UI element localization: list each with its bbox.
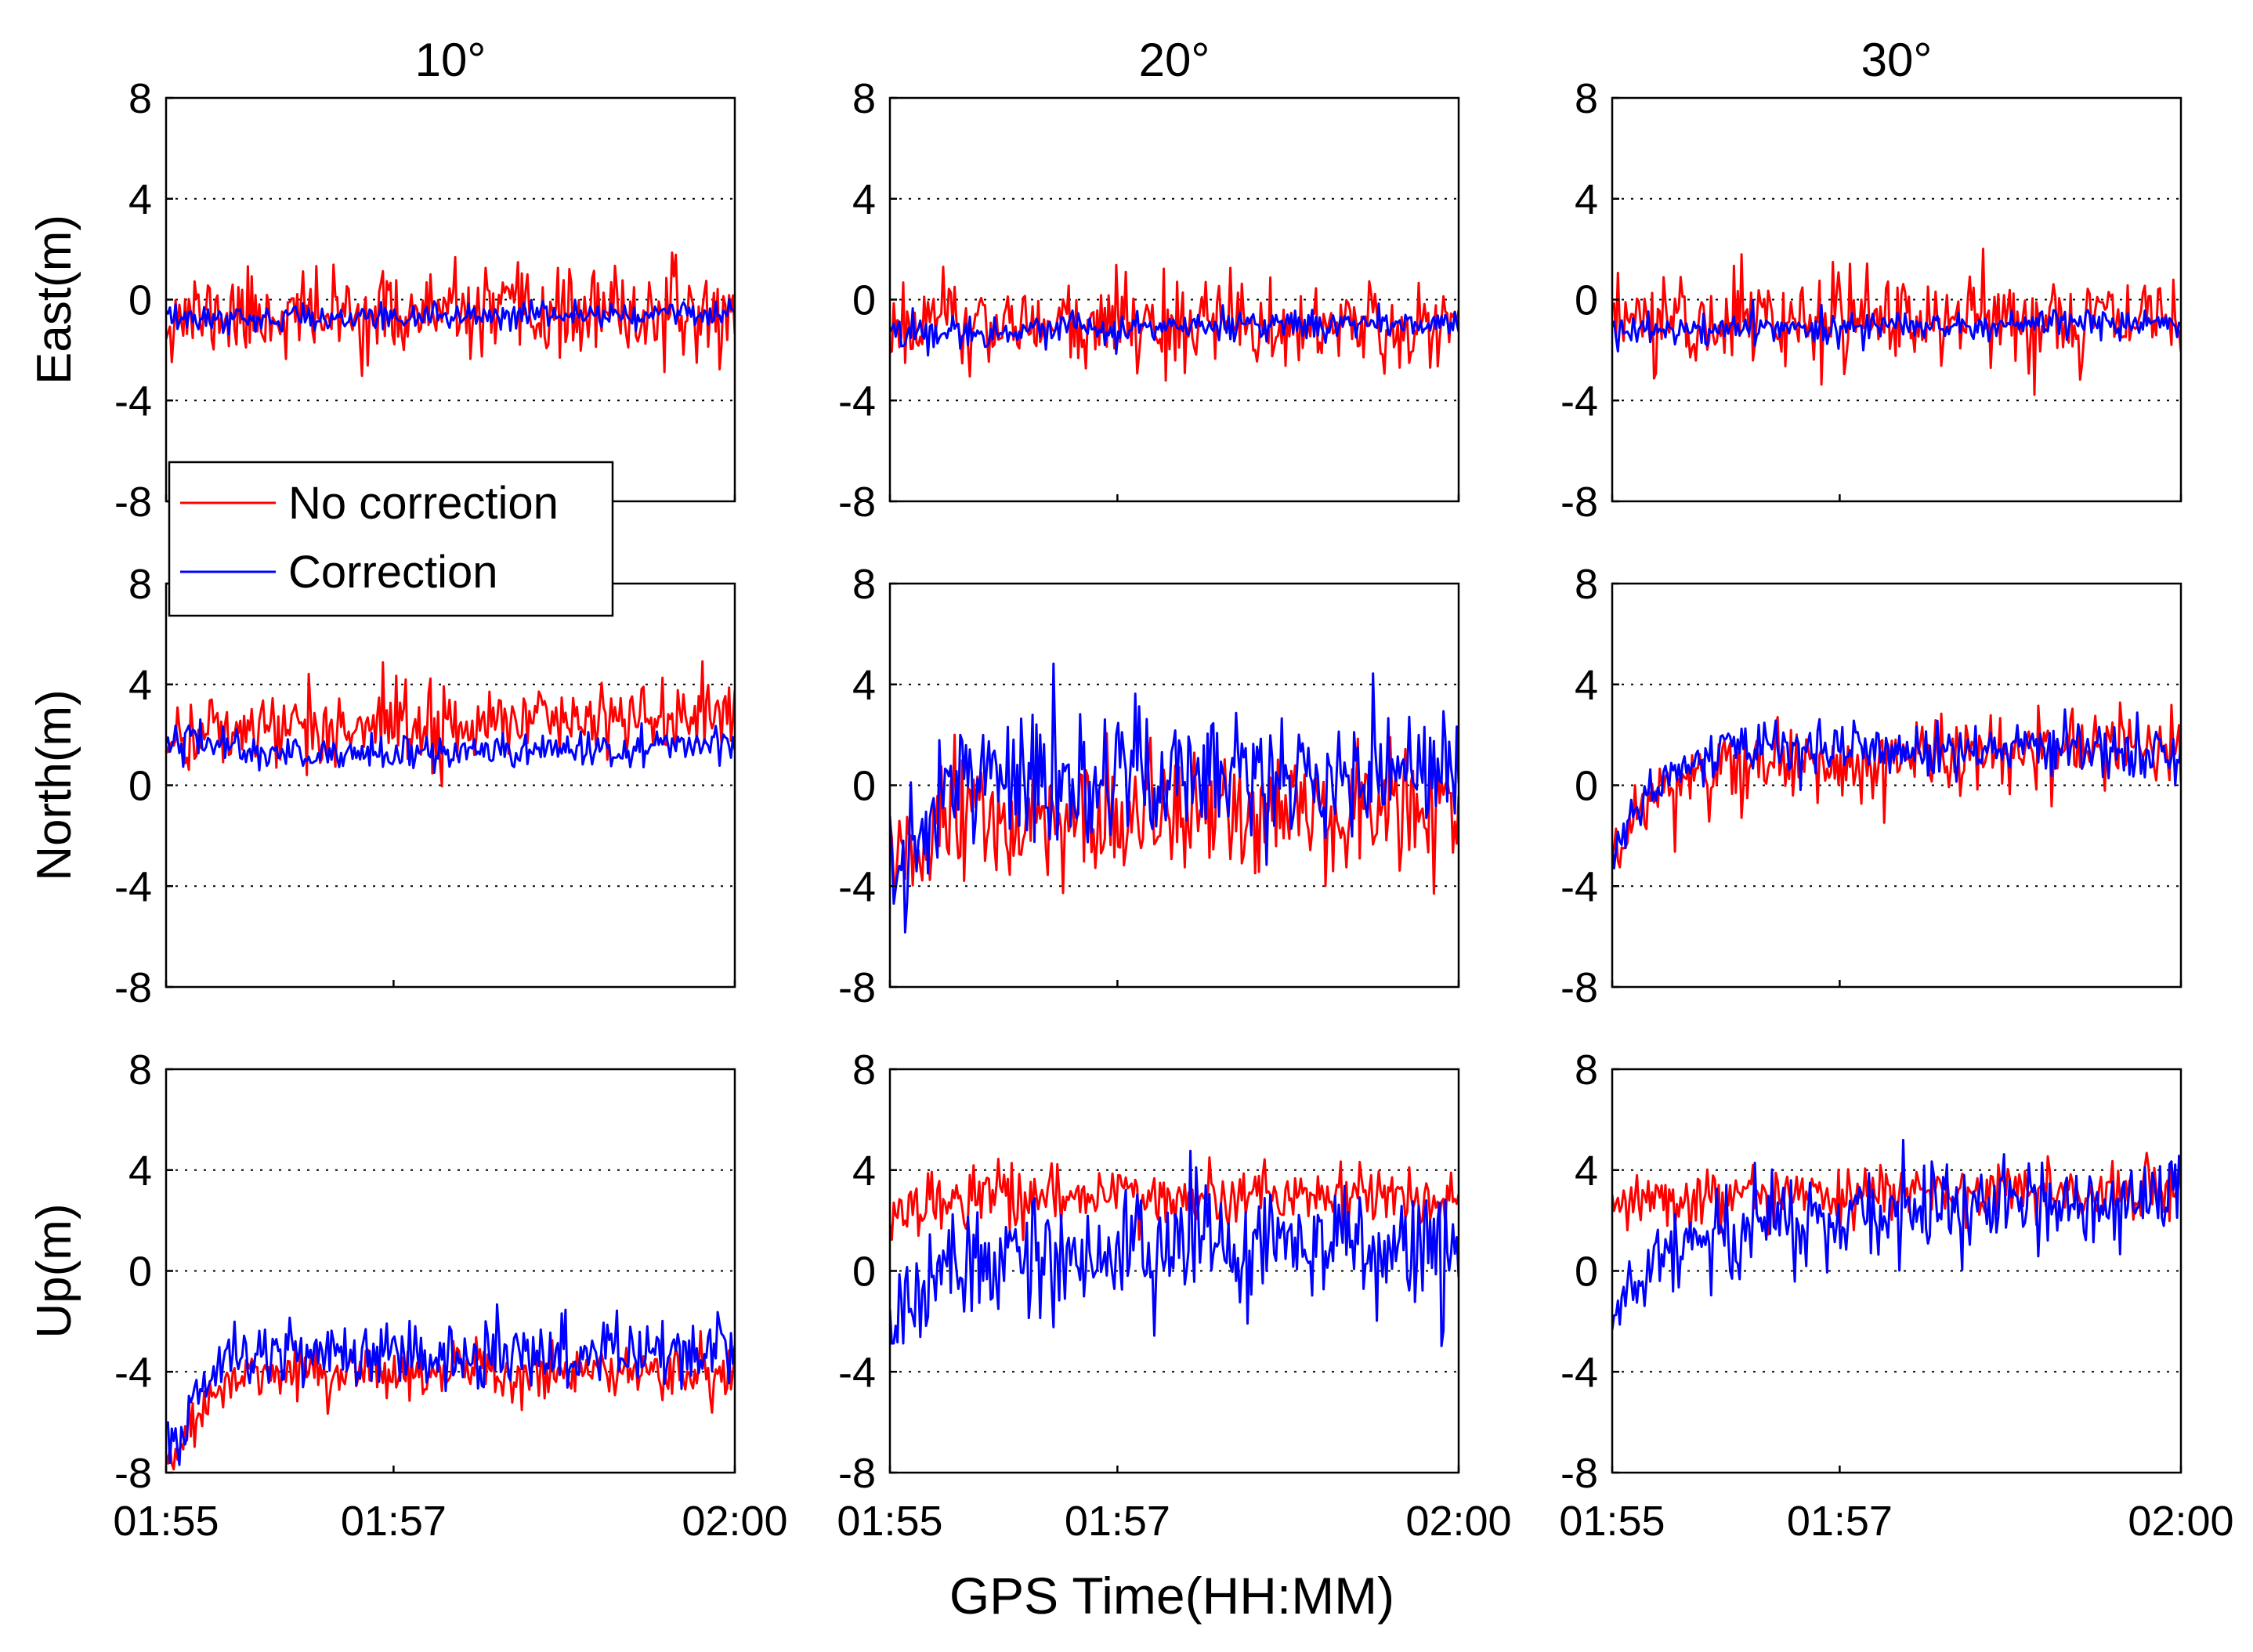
panel-0-0: 8 4 0 -4 -8 10° East(m) [27, 34, 736, 526]
column-title: 30° [1861, 34, 1933, 86]
series-line-no-correction [890, 732, 1459, 895]
y-tick-label: -4 [1560, 863, 1598, 910]
x-tick-label: 01:55 [837, 1498, 942, 1545]
x-tick-label: 01:55 [1559, 1498, 1665, 1545]
legend-label: Correction [288, 547, 498, 598]
y-tick-label: 0 [128, 763, 152, 810]
y-tick-label: -4 [838, 1349, 876, 1396]
series-line-correction [1612, 298, 2181, 352]
y-tick-label: 4 [1575, 176, 1598, 223]
panel-1-2: 8 4 0 -4 -8 [1560, 561, 2182, 1011]
series-line-no-correction [166, 1330, 735, 1471]
y-tick-label: 8 [852, 561, 876, 608]
series-line-correction [890, 662, 1459, 934]
x-tick-label: 01:57 [1787, 1498, 1893, 1545]
series-line-correction [166, 1303, 735, 1466]
y-tick-label: -4 [1560, 378, 1598, 425]
y-tick-label: 8 [1575, 1047, 1598, 1094]
y-tick-label: -4 [114, 1349, 152, 1396]
series-line-no-correction [890, 1156, 1459, 1242]
y-tick-label: -8 [838, 479, 876, 526]
series-line-correction [166, 298, 735, 336]
y-tick-label: -4 [114, 378, 152, 425]
y-tick-label: 4 [852, 662, 876, 709]
y-tick-label: 4 [1575, 662, 1598, 709]
column-title: 10° [415, 34, 486, 86]
x-tick-label: 01:57 [341, 1498, 447, 1545]
x-tick-label: 01:57 [1065, 1498, 1170, 1545]
x-axis-label: GPS Time(HH:MM) [949, 1567, 1394, 1625]
panel-2-2: 8 4 0 -4 -801:55 01:57 02:00 [1559, 1047, 2233, 1545]
x-tick-label: 02:00 [682, 1498, 787, 1545]
series-line-correction [1612, 1138, 2181, 1331]
y-tick-label: 0 [128, 1249, 152, 1296]
panel-2-1: 8 4 0 -4 -801:55 01:57 02:00 [837, 1047, 1511, 1545]
y-tick-label: -8 [838, 1450, 876, 1497]
legend-label: No correction [288, 478, 559, 529]
panels: 8 4 0 -4 -8 10° East(m) 8 4 0 -4 -8 20° 8 4 0 -4 -8 30° 8 4 0… [27, 34, 2234, 1545]
y-tick-label: -8 [114, 479, 152, 526]
y-tick-label: 8 [128, 561, 152, 608]
y-tick-label: -8 [1560, 1450, 1598, 1497]
y-tick-label: 4 [852, 176, 876, 223]
series-line-correction [890, 1149, 1459, 1347]
y-tick-label: 0 [852, 277, 876, 324]
y-tick-label: 8 [1575, 75, 1598, 122]
row-label: North(m) [27, 689, 81, 881]
y-tick-label: 0 [1575, 277, 1598, 324]
series-line-no-correction [166, 660, 735, 788]
y-tick-label: 8 [852, 1047, 876, 1094]
y-tick-label: 4 [1575, 1148, 1598, 1195]
y-tick-label: 4 [128, 662, 152, 709]
y-tick-label: 8 [128, 75, 152, 122]
panel-1-1: 8 4 0 -4 -8 [838, 561, 1460, 1011]
series-line-correction [166, 718, 735, 774]
series-line-correction [1612, 708, 2181, 869]
panel-0-2: 8 4 0 -4 -8 30° [1560, 34, 2182, 526]
x-tick-label: 02:00 [1405, 1498, 1511, 1545]
y-tick-label: -8 [1560, 964, 1598, 1011]
y-tick-label: 0 [128, 277, 152, 324]
y-tick-label: 8 [852, 75, 876, 122]
y-tick-label: 8 [128, 1047, 152, 1094]
y-tick-label: -8 [838, 964, 876, 1011]
legend-box [168, 461, 614, 617]
panel-1-0: 8 4 0 -4 -8 North(m) [27, 561, 736, 1011]
y-tick-label: 0 [1575, 1249, 1598, 1296]
legend: No correction Correction [168, 461, 614, 617]
y-tick-label: 0 [852, 1249, 876, 1296]
y-tick-label: -8 [1560, 479, 1598, 526]
y-tick-label: 0 [852, 763, 876, 810]
y-tick-label: -8 [114, 964, 152, 1011]
y-tick-label: -4 [838, 863, 876, 910]
y-tick-label: -4 [1560, 1349, 1598, 1396]
column-title: 20° [1139, 34, 1210, 86]
y-tick-label: -4 [114, 863, 152, 910]
series-line-no-correction [890, 263, 1459, 382]
series-line-correction [890, 302, 1459, 357]
x-tick-label: 01:55 [113, 1498, 219, 1545]
panel-2-0: 8 4 0 -4 -801:55 01:57 02:00 Up(m) [27, 1047, 788, 1545]
y-tick-label: 4 [128, 176, 152, 223]
y-tick-label: 8 [1575, 561, 1598, 608]
panel-0-1: 8 4 0 -4 -8 20° [838, 34, 1460, 526]
y-tick-label: 4 [128, 1148, 152, 1195]
y-tick-label: -4 [838, 378, 876, 425]
row-label: Up(m) [27, 1203, 81, 1338]
row-label: East(m) [27, 215, 81, 385]
y-tick-label: 0 [1575, 763, 1598, 810]
x-tick-label: 02:00 [2128, 1498, 2233, 1545]
y-tick-label: -8 [114, 1450, 152, 1497]
y-tick-label: 4 [852, 1148, 876, 1195]
